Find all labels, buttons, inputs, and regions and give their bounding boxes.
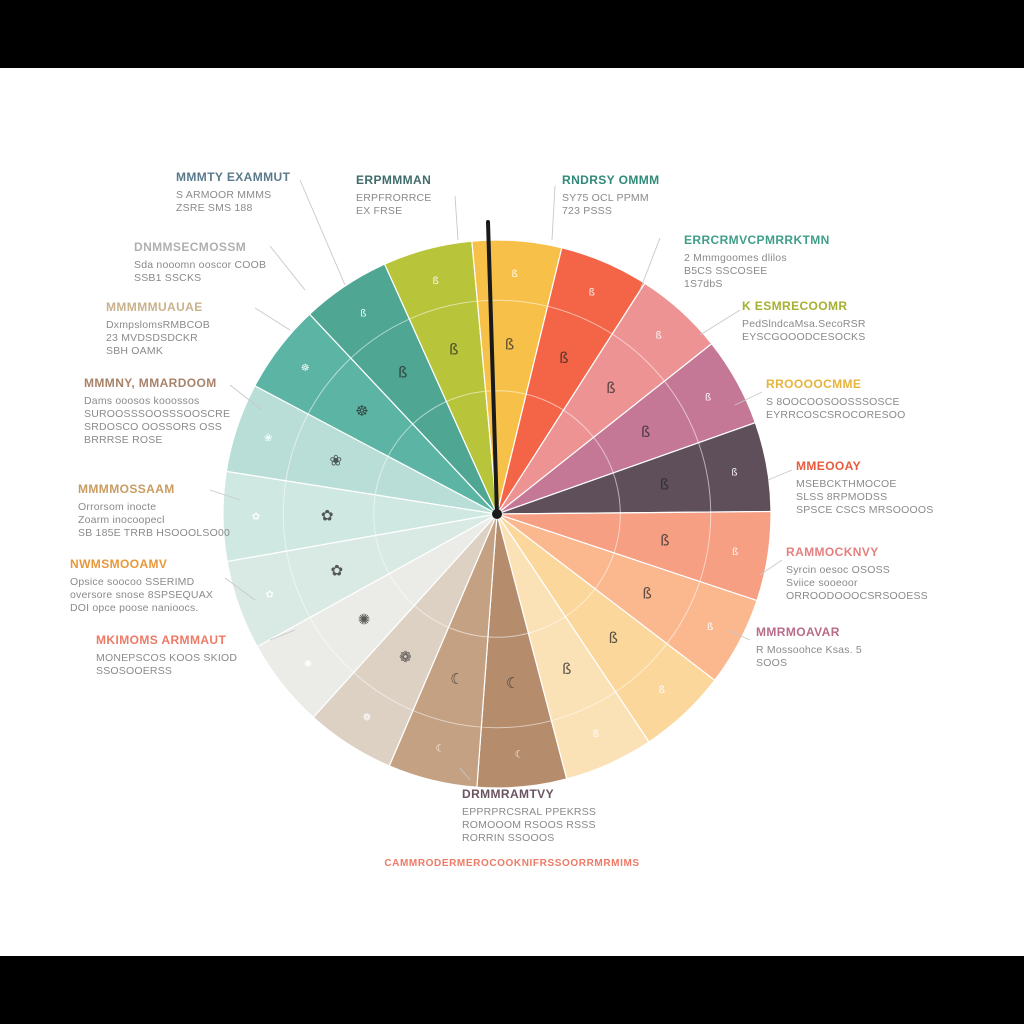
label-title: MMMMMUAUAE: [106, 300, 203, 314]
segment-icon: ß: [449, 341, 458, 359]
label-10: MKIMOMS ARMMAUT MONEPSCOS KOOS SKIOD SSO…: [96, 633, 276, 678]
footer-caption: CAMMRODERMEROCOOKNIFRSSOORRMRMIMS: [384, 858, 640, 869]
leader-line: [759, 559, 783, 576]
label-title: K ESMRECOOMR: [742, 299, 848, 313]
label-3: ERRCRMVCPMRRKTMN 2 Mmmgoomes dlilos B5CS…: [684, 233, 864, 291]
segment-icon: ß: [731, 467, 737, 478]
segment-icon: ☸: [301, 363, 310, 374]
label-14: MMMMMUAUAE DxmpslomsRMBCOB 23 MVDSDSDCKR…: [106, 300, 286, 358]
leader-line: [229, 384, 263, 411]
leader-line: [699, 309, 741, 336]
segment-icon: ß: [656, 330, 662, 341]
label-title: RROOOOCMME: [766, 377, 862, 391]
segment-icon: ✺: [358, 611, 371, 629]
segment-icon: ✿: [331, 562, 344, 580]
leader-line: [727, 629, 751, 641]
leader-line: [454, 195, 459, 241]
label-title: DNMMSECMOSSM: [134, 240, 247, 254]
segment-icon: ß: [659, 685, 665, 696]
leader-line: [299, 179, 346, 286]
label-15: DNMMSECMOSSM Sda nooomn ooscor COOB SSB1…: [134, 240, 314, 285]
label-title: MKIMOMS ARMMAUT: [96, 633, 227, 647]
label-13: MMMNY, MMARDOOM Dams ooosos kooossos SUR…: [84, 376, 264, 448]
leader-line: [269, 245, 306, 291]
wheel-ring: [282, 299, 712, 729]
leader-line: [459, 767, 471, 781]
segment-icon: ß: [641, 423, 650, 441]
label-9: DRMMRAMTVY EPPRPRCSRAL PPEKRSS ROMOOOM R…: [462, 787, 642, 845]
leader-line: [254, 307, 291, 331]
segment-icon: ß: [360, 309, 366, 320]
label-title: MMEOOAY: [796, 459, 862, 473]
segment-icon: ☾: [435, 744, 444, 755]
label-12: MMMMOSSAAM Orrorsom inocte Zoarm inocoop…: [78, 482, 258, 540]
segment-icon: ☸: [355, 402, 368, 420]
label-6: MMEOOAY MSEBCKTHMOCOE SLSS 8RPMODSS SPSC…: [796, 459, 976, 517]
label-11: NWMSMOOAMV Opsice soocoo SSERIMD oversor…: [70, 557, 250, 615]
label-title: MMRMOAVAR: [756, 625, 840, 639]
segment-icon: ß: [642, 584, 651, 602]
segment-icon: ß: [398, 364, 407, 382]
leader-line: [269, 629, 296, 641]
label-title: ERPMMMAN: [356, 173, 432, 187]
leader-line: [767, 469, 793, 481]
leader-line: [224, 577, 256, 601]
segment-icon: ß: [705, 393, 711, 404]
segment-icon: ✿: [252, 512, 260, 523]
segment-icon: ☾: [515, 749, 524, 760]
label-8: MMRMOAVAR R Mossoohce Ksas. 5 SOOS: [756, 625, 936, 670]
label-title: RAMMOCKNVY: [786, 545, 879, 559]
segment-icon: ß: [562, 660, 571, 678]
label-title: MMMNY, MMARDOOM: [84, 376, 217, 390]
segment-icon: ☾: [506, 674, 519, 692]
segment-icon: ✿: [321, 507, 334, 525]
leader-line: [639, 237, 661, 291]
label-4: K ESMRECOOMR PedSlndcaMsa.SecoRSR EYSCGO…: [742, 299, 922, 344]
segment-icon: ß: [433, 276, 439, 287]
segment-icon: ☾: [450, 670, 463, 688]
segment-icon: ❀: [330, 451, 343, 469]
segment-icon: ß: [732, 547, 738, 558]
label-7: RAMMOCKNVY Syrcin oesoc OSOSS Sviice soo…: [786, 545, 966, 603]
segment-icon: ß: [559, 349, 568, 367]
label-title: DRMMRAMTVY: [462, 787, 554, 801]
label-1: ERPMMMAN ERPFRORRCE EX FRSE: [356, 173, 536, 218]
wheel-hub: [492, 509, 502, 519]
segment-icon: ß: [589, 288, 595, 299]
label-2: RNDRSY OMMM SY75 OCL PPMM 723 PSSS: [562, 173, 742, 218]
segment-icon: ❀: [264, 433, 272, 444]
segment-icon: ß: [606, 379, 615, 397]
clock-hand: [486, 220, 499, 516]
wheel-ring: [373, 390, 621, 638]
segment-icon: ß: [512, 269, 518, 280]
segment-icon: ✿: [265, 590, 273, 601]
label-0: MMMTY EXAMMUT S ARMOOR MMMS ZSRE SMS 188: [176, 170, 356, 215]
segment-icon: ß: [707, 622, 713, 633]
segment-icon: ß: [593, 729, 599, 740]
leader-line: [551, 185, 556, 241]
label-title: MMMMOSSAAM: [78, 482, 175, 496]
segment-icon: ✺: [304, 659, 312, 670]
segment-icon: ❁: [363, 712, 371, 723]
leader-line: [209, 489, 241, 501]
label-title: ERRCRMVCPMRRKTMN: [684, 233, 830, 247]
segment-icon: ß: [608, 629, 617, 647]
segment-icon: ß: [505, 336, 514, 354]
leader-line: [734, 391, 763, 406]
segment-icon: ß: [660, 476, 669, 494]
segment-icon: ❁: [399, 648, 412, 666]
label-5: RROOOOCMME S 8OOCOOSOOSSSOSCE EYRRCOSCSR…: [766, 377, 946, 422]
label-title: RNDRSY OMMM: [562, 173, 660, 187]
label-title: MMMTY EXAMMUT: [176, 170, 291, 184]
segment-icon: ß: [660, 531, 669, 549]
label-title: NWMSMOOAMV: [70, 557, 168, 571]
wheel-segment: [226, 513, 498, 648]
